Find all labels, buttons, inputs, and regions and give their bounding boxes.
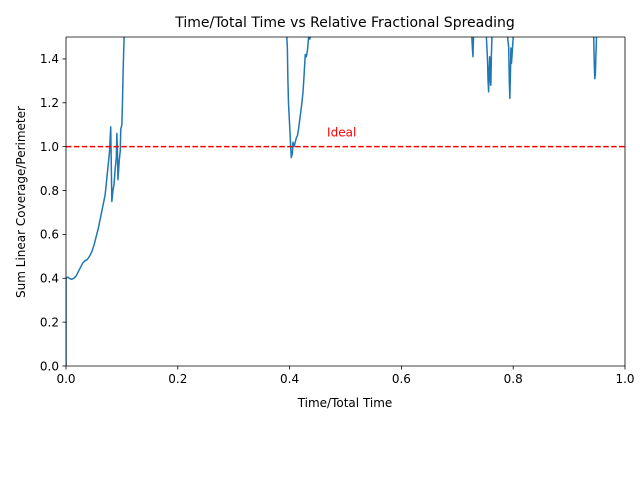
series-line-segment-4 <box>471 37 475 58</box>
y-tick-label: 1.0 <box>40 140 59 154</box>
series-line-segment-5 <box>485 37 493 93</box>
x-tick-label: 1.0 <box>615 372 634 386</box>
y-tick-label: 1.4 <box>40 52 59 66</box>
y-axis-label: Sum Linear Coverage/Perimeter <box>14 106 28 298</box>
plot-area: Ideal <box>66 37 625 366</box>
x-tick-label: 0.2 <box>168 372 187 386</box>
y-tick-label: 0.6 <box>40 228 59 242</box>
annotation-ideal-label: Ideal <box>327 125 356 139</box>
y-tick-label: 1.2 <box>40 96 59 110</box>
axes: 0.0 0.2 0.4 0.6 0.8 1.0 0.0 0.2 0.4 0.6 0.8 1.0 1.2 1… <box>40 36 635 386</box>
series-line-segment-2 <box>286 37 310 159</box>
y-tick-label: 0.0 <box>40 359 59 373</box>
series-line-segment-7 <box>592 37 598 80</box>
y-tick-label: 0.8 <box>40 184 59 198</box>
x-axis-label: Time/Total Time <box>297 396 393 410</box>
y-tick-label: 0.4 <box>40 272 59 286</box>
x-tick-label: 0.0 <box>56 372 75 386</box>
y-tick-label: 0.2 <box>40 315 59 329</box>
x-tick-label: 0.8 <box>504 372 523 386</box>
series-line-segment-6 <box>506 37 514 100</box>
chart-title: Time/Total Time vs Relative Fractional S… <box>174 15 515 31</box>
x-tick-label: 0.4 <box>280 372 299 386</box>
series-line-segment-1 <box>66 37 125 366</box>
series-line-segment-3 <box>308 37 312 40</box>
x-tick-label: 0.6 <box>392 372 411 386</box>
